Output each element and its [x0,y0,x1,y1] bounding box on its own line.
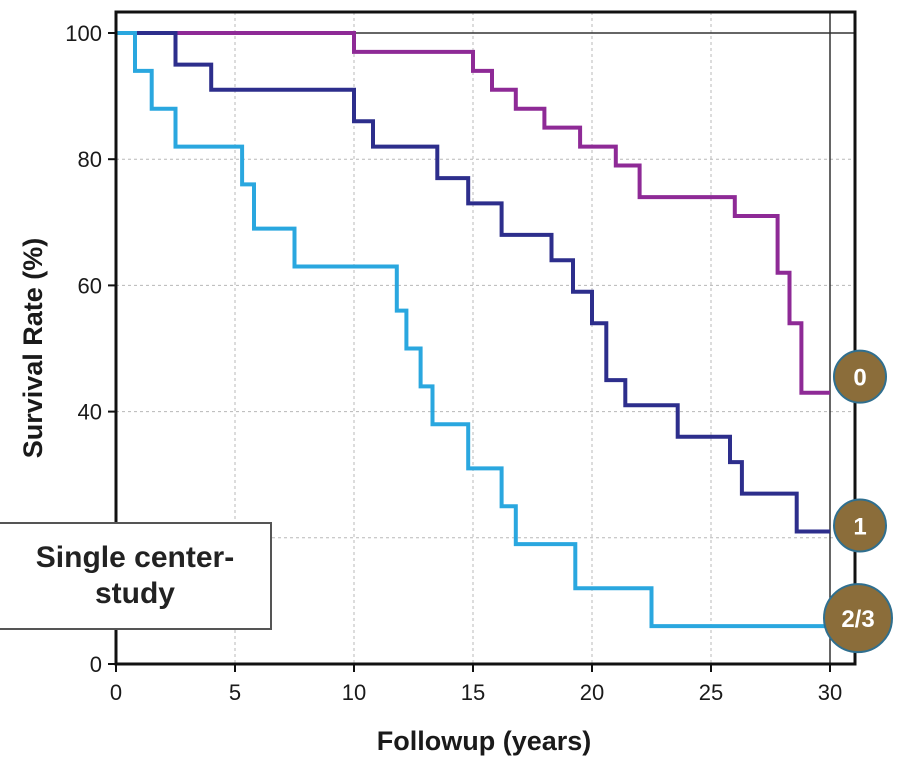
chart-series [116,31,830,629]
study-annotation-line2: study [94,577,175,610]
y-tick-label: 60 [78,273,102,298]
study-annotation-line1: Single center- [35,541,235,574]
end-badge-label: 2/3 [841,606,874,633]
study-annotation-box: Single center- study [0,522,272,630]
x-tick-label: 15 [461,680,485,705]
series-line-0 [116,31,830,395]
end-badge-circle [833,349,887,404]
x-tick-label: 5 [229,680,241,705]
end-badge-2-3: 2/3 [823,583,893,654]
series-line-1 [116,31,830,534]
x-tick-label: 10 [342,680,366,705]
y-axis-title: Survival Rate (%) [18,238,48,459]
end-badge-1: 1 [833,498,887,553]
y-tick-label: 0 [90,652,102,677]
y-tick-label: 80 [78,147,102,172]
x-tick-label: 30 [818,680,842,705]
plot-frame [114,10,857,666]
series-end-badges: 0 1 2/3 [823,349,893,654]
end-badge-0: 0 [833,349,887,404]
end-badge-circle [833,498,887,553]
tick-labels: 0 5 10 15 20 25 30 0 40 60 80 100 [65,21,842,705]
x-tick-label: 0 [110,680,122,705]
y-tick-label: 100 [65,21,102,46]
x-tick-label: 20 [580,680,604,705]
x-axis-title: Followup (years) [377,726,592,756]
end-badge-label: 0 [853,365,866,392]
x-tick-label: 25 [699,680,723,705]
chart-axes [108,10,857,672]
end-badge-circle [823,583,893,654]
series-line-2-3 [116,31,830,629]
end-badge-label: 1 [853,513,866,540]
y-tick-label: 40 [78,400,102,425]
